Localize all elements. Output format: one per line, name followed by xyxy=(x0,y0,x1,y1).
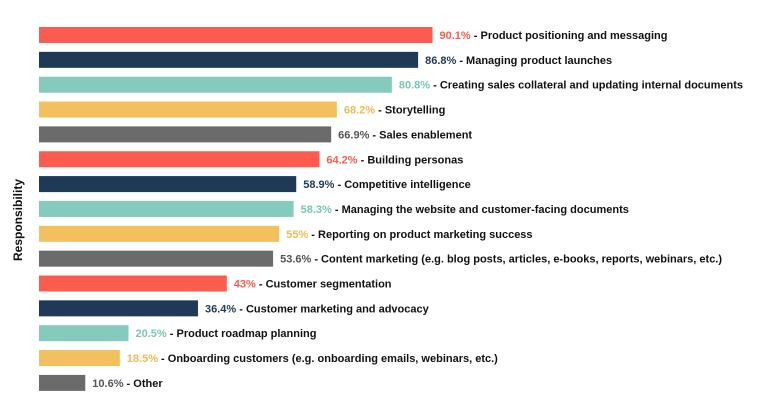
data-label: 18.5% xyxy=(127,353,158,365)
bar-label: 86.8% - Managing product launches xyxy=(425,55,612,67)
bar xyxy=(39,275,227,292)
category-label: - Creating sales collateral and updating… xyxy=(430,80,743,92)
data-label: 55% xyxy=(286,229,308,241)
y-axis-label: Responsibility xyxy=(11,178,25,262)
data-label: 20.5% xyxy=(136,328,167,340)
data-label: 90.1% xyxy=(440,30,471,42)
category-label: - Reporting on product marketing success xyxy=(308,229,532,241)
bar-row: 58.3% - Managing the website and custome… xyxy=(39,200,629,217)
data-label: 64.2% xyxy=(326,154,357,166)
bar xyxy=(39,101,337,118)
data-label: 36.4% xyxy=(205,303,236,315)
bar xyxy=(39,225,280,242)
data-label: 58.9% xyxy=(303,179,334,191)
bar-row: 20.5% - Product roadmap planning xyxy=(39,325,317,342)
bar xyxy=(39,151,320,168)
bar-label: 20.5% - Product roadmap planning xyxy=(136,328,317,340)
bar-label: 66.9% - Sales enablement xyxy=(338,129,472,141)
category-label: - Other xyxy=(123,378,163,390)
category-label: - Competitive intelligence xyxy=(334,179,470,191)
category-label: - Building personas xyxy=(358,154,464,166)
category-label: - Managing product launches xyxy=(456,55,612,67)
bar-row: 86.8% - Managing product launches xyxy=(39,51,612,68)
bar xyxy=(39,51,419,68)
bar-row: 55% - Reporting on product marketing suc… xyxy=(39,225,533,242)
bar-row: 43% - Customer segmentation xyxy=(39,275,392,292)
bar-label: 36.4% - Customer marketing and advocacy xyxy=(205,303,430,315)
data-label: 58.3% xyxy=(301,204,332,216)
bar-label: 55% - Reporting on product marketing suc… xyxy=(286,229,532,241)
category-label: - Customer marketing and advocacy xyxy=(236,303,429,315)
category-label: - Storytelling xyxy=(375,105,445,117)
bar-label: 58.9% - Competitive intelligence xyxy=(303,179,471,191)
bar-row: 36.4% - Customer marketing and advocacy xyxy=(39,300,430,317)
category-label: - Managing the website and customer-faci… xyxy=(332,204,629,216)
bar-label: 80.8% - Creating sales collateral and up… xyxy=(399,80,743,92)
data-label: 53.6% xyxy=(280,254,311,266)
bar-label: 18.5% - Onboarding customers (e.g. onboa… xyxy=(127,353,498,365)
bar xyxy=(39,27,433,43)
bar xyxy=(39,200,294,217)
data-label: 86.8% xyxy=(425,55,456,67)
bar xyxy=(39,350,120,367)
category-label: - Product roadmap planning xyxy=(167,328,317,340)
bar-label: 58.3% - Managing the website and custome… xyxy=(301,204,629,216)
bar-row: 53.6% - Content marketing (e.g. blog pos… xyxy=(39,250,722,267)
bar-row: 90.1% - Product positioning and messagin… xyxy=(39,27,668,43)
category-label: - Sales enablement xyxy=(369,129,472,141)
data-label: 10.6% xyxy=(92,378,123,390)
bar-row: 58.9% - Competitive intelligence xyxy=(39,176,471,193)
bar-row: 10.6% - Other xyxy=(39,374,163,391)
bar xyxy=(39,126,332,143)
bar-row: 80.8% - Creating sales collateral and up… xyxy=(39,76,743,93)
data-label: 66.9% xyxy=(338,129,369,141)
bar-label: 68.2% - Storytelling xyxy=(344,105,445,117)
bar-label: 53.6% - Content marketing (e.g. blog pos… xyxy=(280,254,722,266)
bar-label: 10.6% - Other xyxy=(92,378,163,390)
data-label: 68.2% xyxy=(344,105,375,117)
data-label: 80.8% xyxy=(399,80,430,92)
bar-row: 64.2% - Building personas xyxy=(39,151,463,168)
bar xyxy=(39,250,274,267)
bar-label: 90.1% - Product positioning and messagin… xyxy=(440,30,668,42)
bar-row: 18.5% - Onboarding customers (e.g. onboa… xyxy=(39,350,498,367)
bar-row: 66.9% - Sales enablement xyxy=(39,126,472,143)
bar xyxy=(39,176,297,193)
category-label: - Customer segmentation xyxy=(256,279,392,291)
bar xyxy=(39,325,129,342)
data-label: 43% xyxy=(234,279,256,291)
category-label: - Product positioning and messaging xyxy=(471,30,668,42)
category-label: - Onboarding customers (e.g. onboarding … xyxy=(158,353,498,365)
category-label: - Content marketing (e.g. blog posts, ar… xyxy=(311,254,722,266)
bar-row: 68.2% - Storytelling xyxy=(39,101,445,118)
bar xyxy=(39,76,392,93)
bar xyxy=(39,300,198,317)
bar xyxy=(39,374,86,391)
bar-label: 43% - Customer segmentation xyxy=(234,279,392,291)
bar-label: 64.2% - Building personas xyxy=(326,154,463,166)
